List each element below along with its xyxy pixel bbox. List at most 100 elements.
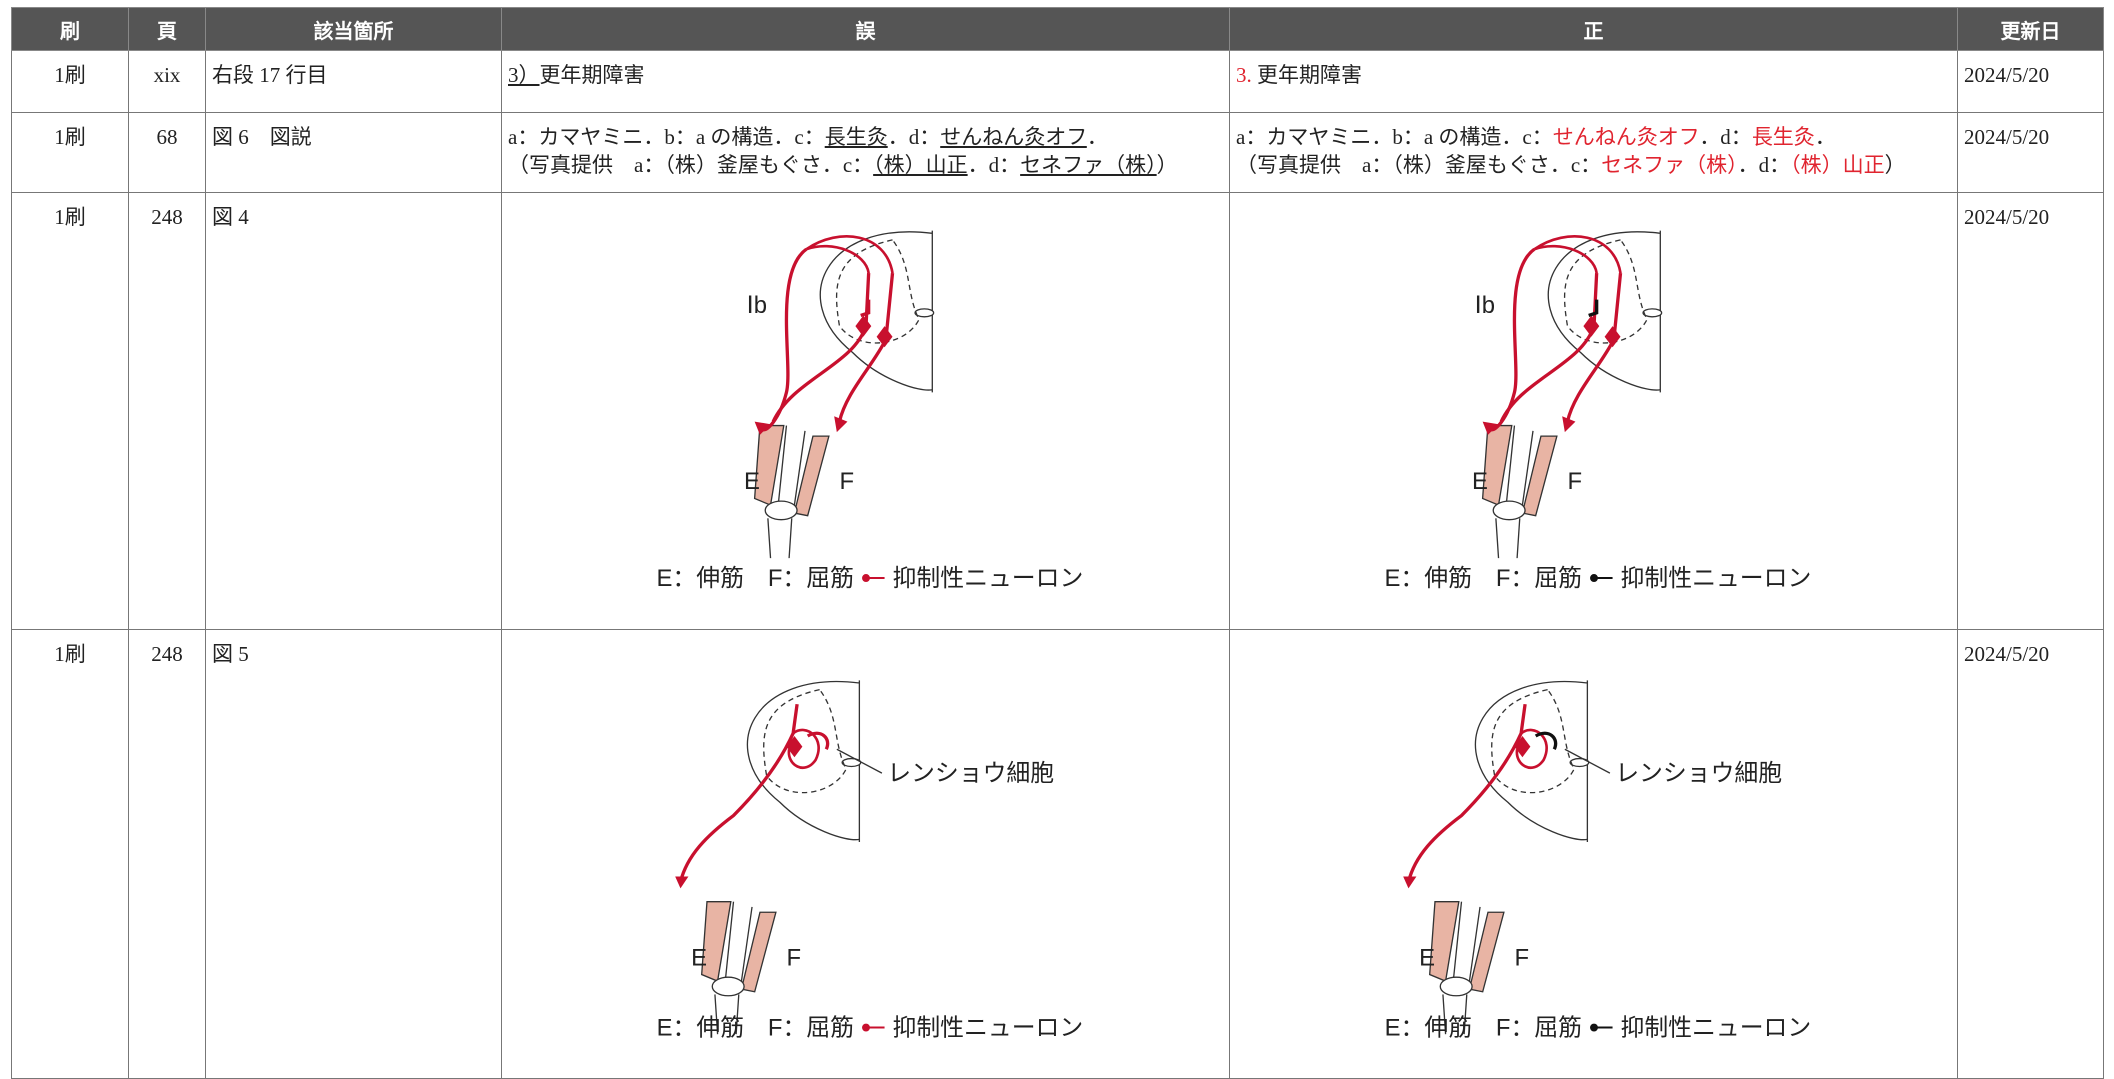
bone [713,901,753,1035]
flexor-muscle [793,435,830,517]
gray-matter [762,688,847,794]
location-cell: 図 6 図説 [205,112,502,193]
gray-matter [835,239,920,344]
text-segment: セネファ（株） [1601,153,1738,177]
renshaw-label: レンショウ細胞 [1615,760,1782,787]
wrong-cell: 3）更年期障害 [501,50,1230,113]
correct-cell: 3. 更年期障害 [1229,50,1958,113]
text-line: a：カマヤミニ．b：a の構造．c：せんねん灸オフ．d：長生灸． [1236,123,1951,151]
wrong-cell: Ⅰb E F E：伸筋 F：屈筋 抑制性ニューロン [501,192,1230,630]
header-cell: 正 [1229,7,1958,51]
page-cell: 248 [128,629,206,1079]
interneuron [859,299,870,318]
recurrent-collateral [787,728,820,770]
flexor-muscle [1521,435,1558,517]
legend-neuron: 抑制性ニューロン [1620,565,1811,592]
legend-muscles: E：伸筋 F：屈筋 [1384,565,1582,592]
ib-label: Ⅰb [1474,292,1494,319]
header-row: 刷頁該当箇所誤正更新日 [11,7,2104,51]
date-cell: 2024/5/20 [1957,50,2104,113]
motor-soma [1582,315,1621,348]
wrong-cell: a：カマヤミニ．b：a の構造．c：長生灸．d：せんねん灸オフ． （写真提供 a：… [501,112,1230,193]
motor-neuron [771,272,894,423]
knee [764,500,798,521]
date-cell: 2024/5/20 [1957,629,2104,1079]
table-body: 1刷 xix 右段 17 行目 3）更年期障害 3. 更年期障害 2024/5/20 1刷 6… [11,50,2104,1079]
e-label: E [1472,468,1488,495]
text-segment: せんねん灸オフ [1552,125,1700,149]
renshaw-label: レンショウ細胞 [887,760,1054,787]
e-label: E [691,944,707,971]
location-cell: 右段 17 行目 [205,50,502,113]
f-label: F [786,944,801,971]
f-label: F [839,468,854,495]
ib-label: Ⅰb [746,292,766,319]
print-cell: 1刷 [11,50,129,113]
page-cell: xix [128,50,206,113]
text-segment: 長生灸 [824,125,888,149]
text-segment: ．d： [1737,153,1791,177]
text-segment: 更年期障害 [1251,63,1362,87]
afferent-neuron [761,247,807,432]
figure: Ⅰb E F E：伸筋 F：屈筋 抑制性ニューロン [1384,230,1811,592]
table-row: 1刷 248 図 4 Ⅰb E F E：伸筋 F：屈筋 抑制性ニューロン Ⅰb E F E：伸筋 F：… [11,192,2104,630]
bone [1441,901,1481,1035]
text-segment: ．d： [967,153,1021,177]
text-line: （写真提供 a：（株）釜屋もぐさ．c：（株）山正．d：セネファ（株）） [508,151,1223,179]
knee [1492,500,1526,521]
gray-matter [1490,688,1575,794]
legend-muscles: E：伸筋 F：屈筋 [1384,1014,1581,1041]
text-segment: （株）山正 [1790,153,1885,177]
e-label: E [1419,944,1435,971]
page-cell: 248 [128,192,206,630]
correct-cell: Ⅰb E F E：伸筋 F：屈筋 抑制性ニューロン [1229,192,1958,630]
legend-neuron: 抑制性ニューロン [892,1014,1083,1041]
motor-soma [1513,736,1530,758]
pointer [836,748,882,774]
figure: レンショウ細胞 E F E：伸筋 F：屈筋 抑制性ニューロン [1384,680,1811,1041]
text-segment: （写真提供 a：（株）釜屋もぐさ．c： [1236,153,1602,177]
date-cell: 2024/5/20 [1957,192,2104,630]
central-canal [913,308,934,318]
header-cell: 誤 [501,7,1230,51]
print-cell: 1刷 [11,629,129,1079]
motor-soma [854,315,893,348]
motor-neuron [1406,703,1527,883]
table-row: 1刷 248 図 5 レンショウ細胞 E F E：伸筋 F：屈筋 抑制性ニューロン レンショウ細… [11,629,2104,1079]
text-segment: ．d： [887,125,941,149]
text-segment: ． [1086,125,1108,149]
text-segment: ） [1884,153,1906,177]
e-label: E [744,468,760,495]
text-segment: せんねん灸オフ [940,125,1087,149]
text-segment: セネファ（株） [1020,153,1157,177]
arrow-head [674,876,688,889]
legend-muscles: E：伸筋 F：屈筋 [656,1014,853,1041]
table-row: 1刷 xix 右段 17 行目 3）更年期障害 3. 更年期障害 2024/5/20 [11,50,2104,113]
figure: Ⅰb E F E：伸筋 F：屈筋 抑制性ニューロン [656,230,1083,592]
text-segment: ． [1814,125,1836,149]
text-segment: a：カマヤミニ．b：a の構造．c： [508,125,825,149]
header-cell: 頁 [128,7,206,51]
arrow-head [1482,416,1575,435]
text-segment: 3. [1236,63,1252,87]
renshaw [1534,731,1557,751]
gray-matter [1563,239,1648,344]
header-cell: 該当箇所 [205,7,502,51]
central-canal [1641,308,1662,318]
renshaw [806,731,829,751]
text-segment: 長生灸 [1751,125,1815,149]
f-label: F [1514,944,1529,971]
text-segment: 3） [508,63,540,87]
figure: レンショウ細胞 E F E：伸筋 F：屈筋 抑制性ニューロン [656,680,1083,1041]
text-line: 3）更年期障害 [508,61,1223,89]
arrow-head [754,416,847,435]
table-row: 1刷 68 図 6 図説 a：カマヤミニ．b：a の構造．c：長生灸．d：せんねん灸オ… [11,112,2104,193]
afferent-branch [805,235,894,274]
text-segment: （株）山正 [873,153,968,177]
legend-muscles: E：伸筋 F：屈筋 [656,565,854,592]
header-cell: 更新日 [1957,7,2104,51]
legend-icon [1589,1023,1598,1032]
text-segment: a：カマヤミニ．b：a の構造．c： [1236,125,1553,149]
motor-neuron [678,703,799,883]
